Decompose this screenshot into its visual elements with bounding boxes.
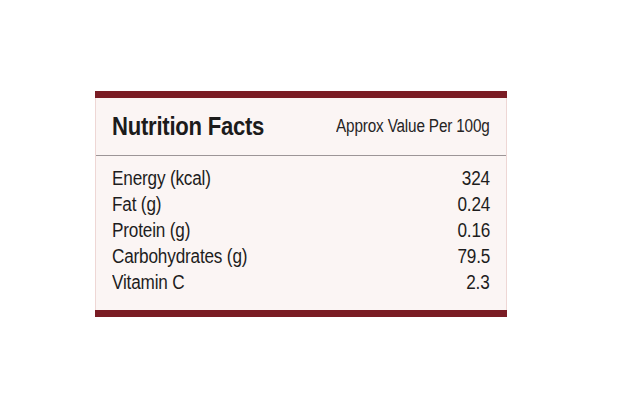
nutrition-rows: Energy (kcal) 324 Fat (g) 0.24 Protein (…: [96, 156, 506, 295]
nutrition-facts-card: Nutrition Facts Approx Value Per 100g En…: [95, 91, 507, 317]
nutrient-label: Vitamin C: [112, 271, 184, 294]
card-body: Nutrition Facts Approx Value Per 100g En…: [95, 98, 507, 310]
table-row: Protein (g) 0.16: [112, 217, 490, 243]
nutrient-value: 79.5: [457, 245, 490, 268]
card-title: Nutrition Facts: [112, 111, 264, 142]
nutrient-label: Energy (kcal): [112, 167, 211, 190]
nutrient-value: 0.16: [457, 219, 490, 242]
nutrient-value: 0.24: [457, 193, 490, 216]
table-row: Fat (g) 0.24: [112, 191, 490, 217]
table-row: Carbohydrates (g) 79.5: [112, 243, 490, 269]
page-background: { "card": { "title": "Nutrition Facts", …: [0, 0, 620, 400]
card-header: Nutrition Facts Approx Value Per 100g: [96, 98, 506, 155]
nutrient-label: Carbohydrates (g): [112, 245, 247, 268]
nutrient-label: Protein (g): [112, 219, 190, 242]
card-subtitle: Approx Value Per 100g: [336, 116, 490, 137]
nutrient-value: 2.3: [467, 271, 490, 294]
card-bottom-bar: [95, 310, 507, 317]
card-top-bar: [95, 91, 507, 98]
nutrient-value: 324: [462, 167, 490, 190]
table-row: Vitamin C 2.3: [112, 269, 490, 295]
nutrient-label: Fat (g): [112, 193, 161, 216]
table-row: Energy (kcal) 324: [112, 165, 490, 191]
